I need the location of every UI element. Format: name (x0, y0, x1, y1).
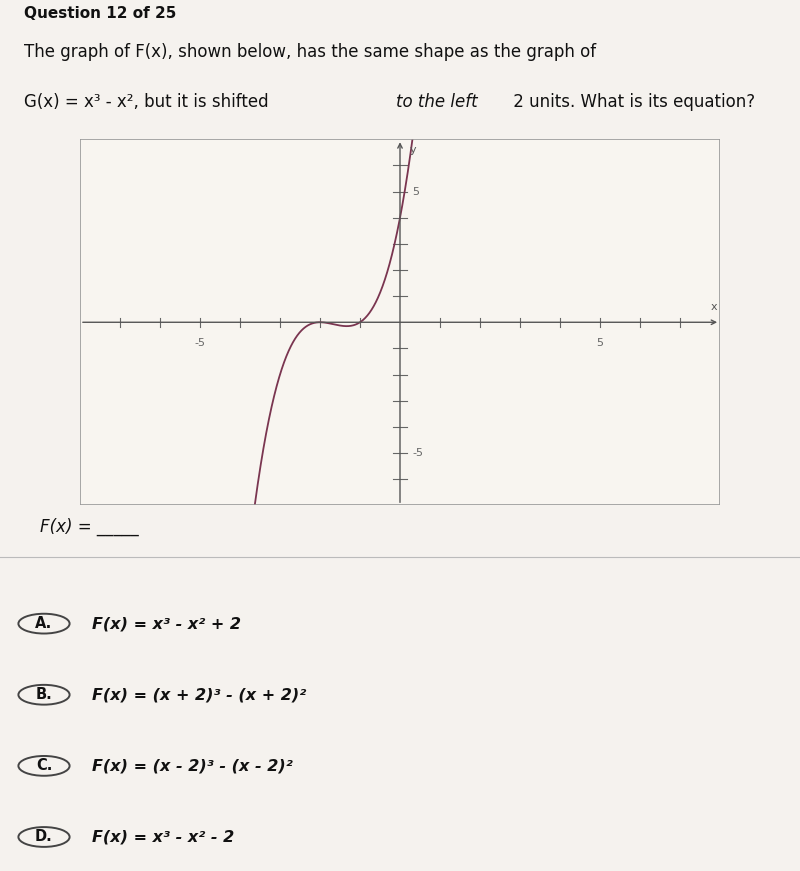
Text: 5: 5 (412, 186, 419, 197)
Text: -5: -5 (194, 338, 206, 348)
Text: D.: D. (35, 829, 53, 845)
Text: F(x) = x³ - x² + 2: F(x) = x³ - x² + 2 (92, 616, 241, 631)
Text: The graph of F(x), shown below, has the same shape as the graph of: The graph of F(x), shown below, has the … (24, 43, 596, 61)
Text: Question 12 of 25: Question 12 of 25 (24, 6, 176, 21)
Text: 5: 5 (597, 338, 603, 348)
Text: B.: B. (36, 687, 52, 702)
Text: C.: C. (36, 759, 52, 773)
Text: F(x) = (x - 2)³ - (x - 2)²: F(x) = (x - 2)³ - (x - 2)² (92, 759, 293, 773)
Text: x: x (710, 302, 718, 312)
Text: y: y (410, 145, 417, 154)
Text: F(x) = (x + 2)³ - (x + 2)²: F(x) = (x + 2)³ - (x + 2)² (92, 687, 306, 702)
Text: to the left: to the left (396, 93, 478, 111)
Text: G(x) = x³ - x², but it is shifted: G(x) = x³ - x², but it is shifted (24, 93, 274, 111)
Text: A.: A. (35, 616, 53, 631)
Text: F(x) = x³ - x² - 2: F(x) = x³ - x² - 2 (92, 829, 234, 845)
Text: -5: -5 (412, 448, 423, 458)
Text: 2 units. What is its equation?: 2 units. What is its equation? (508, 93, 755, 111)
Text: F(x) = _____: F(x) = _____ (40, 517, 138, 536)
